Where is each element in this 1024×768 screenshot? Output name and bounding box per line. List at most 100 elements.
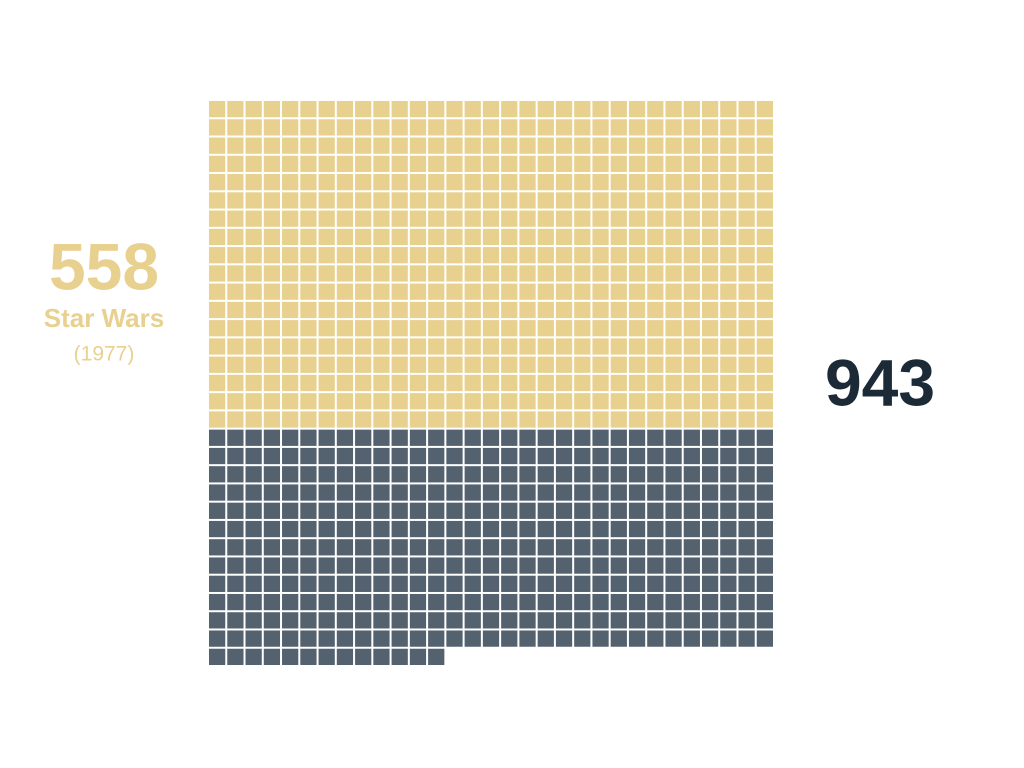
waffle-cell-rest [720, 520, 737, 538]
waffle-cell-series [610, 283, 627, 300]
waffle-cell-rest [683, 484, 700, 501]
waffle-cell-series [574, 228, 591, 246]
waffle-cell-rest [209, 466, 226, 483]
waffle-cell-series [519, 283, 536, 300]
waffle-cell-rest [227, 447, 244, 465]
waffle-cell-rest [555, 630, 573, 647]
waffle-cell-series [282, 247, 299, 264]
waffle-cell-series [519, 137, 536, 154]
waffle-cell-series [245, 192, 262, 209]
waffle-cell-rest [391, 447, 408, 465]
waffle-cell-series [738, 283, 755, 300]
waffle-cell-series [263, 247, 281, 264]
waffle-cell-series [628, 228, 646, 246]
waffle-cell-series [555, 283, 573, 300]
waffle-cell-series [647, 101, 664, 118]
waffle-cell-rest [263, 466, 281, 483]
waffle-cell-series [574, 247, 591, 264]
waffle-cell-series [209, 101, 226, 118]
waffle-cell-rest [263, 630, 281, 647]
waffle-cell-series [318, 374, 335, 392]
waffle-cell-series [300, 393, 317, 410]
waffle-cell-rest [446, 593, 463, 611]
waffle-cell-series [592, 210, 609, 227]
series-note: (1977) [74, 343, 135, 366]
waffle-cell-series [300, 283, 317, 300]
waffle-cell-rest [537, 484, 554, 501]
waffle-cell-rest [263, 557, 281, 574]
waffle-cell-rest [263, 648, 281, 665]
waffle-cell-series [555, 192, 573, 209]
waffle-cell-series [409, 137, 427, 154]
waffle-cell-series [756, 356, 773, 373]
waffle-cell-series [282, 265, 299, 282]
waffle-cell-series [446, 393, 463, 410]
waffle-cell-series [428, 210, 445, 227]
waffle-cell-series [227, 137, 244, 154]
waffle-cell-rest [482, 630, 500, 647]
waffle-cell-rest [373, 630, 390, 647]
waffle-cell-rest [683, 520, 700, 538]
waffle-cell-rest [683, 612, 700, 629]
waffle-cell-series [318, 101, 335, 118]
waffle-cell-series [245, 374, 262, 392]
waffle-cell-rest [501, 520, 518, 538]
waffle-cell-rest [501, 447, 518, 465]
waffle-cell-series [537, 247, 554, 264]
waffle-cell-series [318, 411, 335, 428]
waffle-cell-rest [501, 466, 518, 483]
waffle-cell-rest [720, 539, 737, 556]
waffle-cell-rest [318, 593, 335, 611]
waffle-cell-rest [428, 520, 445, 538]
waffle-cell-series [701, 320, 719, 337]
waffle-cell-series [446, 301, 463, 319]
waffle-cell-series [446, 374, 463, 392]
series-name: Star Wars [44, 303, 164, 333]
waffle-cell-series [574, 192, 591, 209]
waffle-cell-rest [355, 539, 372, 556]
waffle-cell-series [537, 210, 554, 227]
waffle-cell-rest [428, 502, 445, 519]
waffle-cell-rest [647, 612, 664, 629]
waffle-cell-rest [647, 557, 664, 574]
waffle-cell-series [683, 265, 700, 282]
waffle-cell-rest [592, 575, 609, 592]
waffle-cell-rest [720, 429, 737, 446]
waffle-cell-series [756, 374, 773, 392]
waffle-cell-series [428, 283, 445, 300]
waffle-cell-rest [665, 539, 682, 556]
waffle-cell-series [738, 374, 755, 392]
waffle-cell-rest [683, 447, 700, 465]
waffle-cell-series [373, 210, 390, 227]
waffle-cell-series [373, 393, 390, 410]
waffle-cell-series [245, 155, 262, 173]
waffle-cell-series [300, 320, 317, 337]
waffle-cell-rest [756, 520, 773, 538]
waffle-cell-series [592, 374, 609, 392]
waffle-cell-rest [519, 466, 536, 483]
waffle-cell-rest [738, 557, 755, 574]
waffle-cell-rest [610, 612, 627, 629]
waffle-cell-rest [263, 429, 281, 446]
waffle-cell-rest [263, 484, 281, 501]
waffle-cell-rest [738, 447, 755, 465]
waffle-cell-rest [519, 447, 536, 465]
waffle-cell-series [227, 301, 244, 319]
waffle-cell-series [628, 101, 646, 118]
waffle-cell-series [683, 101, 700, 118]
waffle-cell-rest [227, 575, 244, 592]
waffle-cell-series [373, 247, 390, 264]
waffle-cell-rest [501, 575, 518, 592]
waffle-cell-rest [738, 520, 755, 538]
waffle-cell-rest [391, 557, 408, 574]
waffle-cell-series [409, 247, 427, 264]
waffle-cell-series [537, 174, 554, 191]
waffle-cell-series [336, 247, 354, 264]
waffle-cell-rest [245, 520, 262, 538]
waffle-cell-rest [738, 429, 755, 446]
waffle-cell-series [592, 137, 609, 154]
waffle-cell-series [245, 210, 262, 227]
waffle-cell-series [701, 374, 719, 392]
waffle-cell-rest [209, 575, 226, 592]
